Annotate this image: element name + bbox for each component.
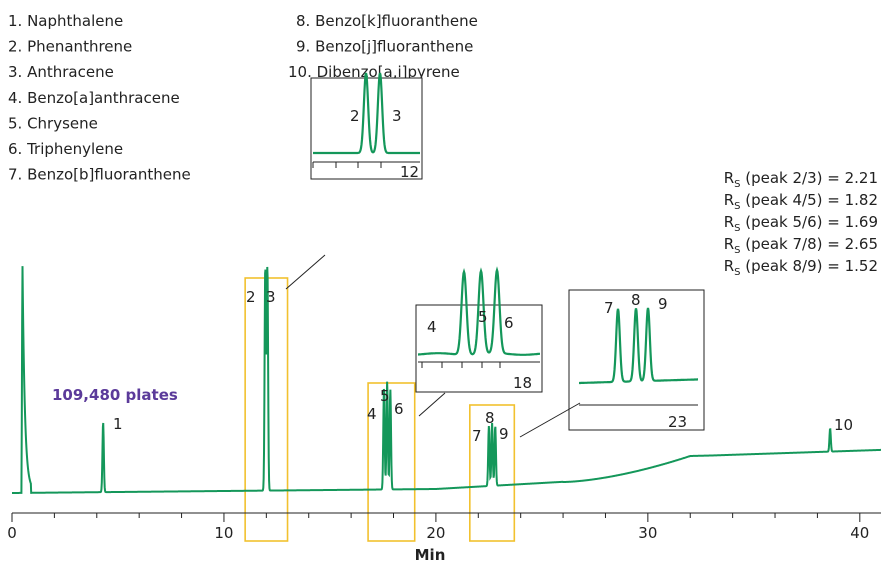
inset-peak-label: 5 <box>478 308 488 326</box>
legend-item: 2. Phenanthrene <box>8 38 132 56</box>
peak-label: 10 <box>834 416 853 434</box>
resolution-item: RS (peak 8/9) = 1.52 <box>724 257 878 278</box>
inset-tick-label: 18 <box>513 374 532 392</box>
plates-label: 109,480 plates <box>52 386 178 404</box>
inset-tick-label: 12 <box>400 163 419 181</box>
inset-leader <box>285 254 326 290</box>
x-tick-label: 40 <box>850 524 869 542</box>
legend-item: 6. Triphenylene <box>8 140 123 158</box>
inset-peak-label: 9 <box>658 295 668 313</box>
peak-label: 4 <box>367 405 377 423</box>
x-tick-label: 30 <box>638 524 657 542</box>
resolution-item: RS (peak 2/3) = 2.21 <box>724 169 878 190</box>
x-tick-label: 20 <box>426 524 445 542</box>
compound-legend-left: 1. Naphthalene 2. Phenanthrene 3. Anthrace… <box>8 12 191 184</box>
peak-label: 6 <box>394 400 404 418</box>
legend-item: 7. Benzo[b]fluoranthene <box>8 166 191 184</box>
inset-peak-label: 4 <box>427 318 437 336</box>
x-axis-title: Min <box>415 546 446 564</box>
zoom-inset: 23 7 8 9 <box>519 289 705 438</box>
inset-peak-label: 2 <box>350 107 360 125</box>
peak-label: 3 <box>266 288 276 306</box>
legend-item: 9. Benzo[j]fluoranthene <box>296 38 473 56</box>
chromatogram-trace <box>12 266 882 494</box>
legend-item: 8. Benzo[k]fluoranthene <box>296 12 478 30</box>
inset-frame <box>415 304 543 393</box>
inset-peak-label: 6 <box>504 314 514 332</box>
legend-item: 3. Anthracene <box>8 63 114 81</box>
resolution-item: RS (peak 5/6) = 1.69 <box>724 213 878 234</box>
peak-label: 2 <box>246 288 256 306</box>
peak-label: 8 <box>485 409 495 427</box>
peak-label: 7 <box>472 427 482 445</box>
legend-item: 4. Benzo[a]anthracene <box>8 89 180 107</box>
inset-leader <box>519 402 581 438</box>
highlight-box <box>367 382 416 542</box>
inset-leader <box>418 392 446 417</box>
highlight-box <box>469 404 516 542</box>
inset-peak-label: 8 <box>631 291 641 309</box>
inset-trace <box>579 307 698 385</box>
inset-trace <box>418 266 540 356</box>
x-axis: 0 10 20 30 40 <box>7 512 881 542</box>
legend-item: 5. Chrysene <box>8 114 98 132</box>
compound-legend-right: 8. Benzo[k]fluoranthene 9. Benzo[j]fluora… <box>288 12 478 81</box>
inset-trace <box>313 72 420 155</box>
legend-item: 1. Naphthalene <box>8 12 123 30</box>
inset-peak-label: 7 <box>604 299 614 317</box>
zoom-inset: 12 2 3 <box>285 72 423 290</box>
legend-item: 10. Dibenzo[a,i]pyrene <box>288 63 460 81</box>
peak-label: 9 <box>499 425 509 443</box>
x-tick-label: 10 <box>214 524 233 542</box>
peak-label: 1 <box>113 415 123 433</box>
resolution-item: RS (peak 7/8) = 2.65 <box>724 235 878 256</box>
inset-tick-label: 23 <box>668 413 687 431</box>
zoom-inset: 18 4 5 6 <box>415 266 543 417</box>
inset-peak-label: 3 <box>392 107 402 125</box>
resolution-item: RS (peak 4/5) = 1.82 <box>724 191 878 212</box>
x-tick-label: 0 <box>7 524 17 542</box>
peak-label: 5 <box>380 387 390 405</box>
